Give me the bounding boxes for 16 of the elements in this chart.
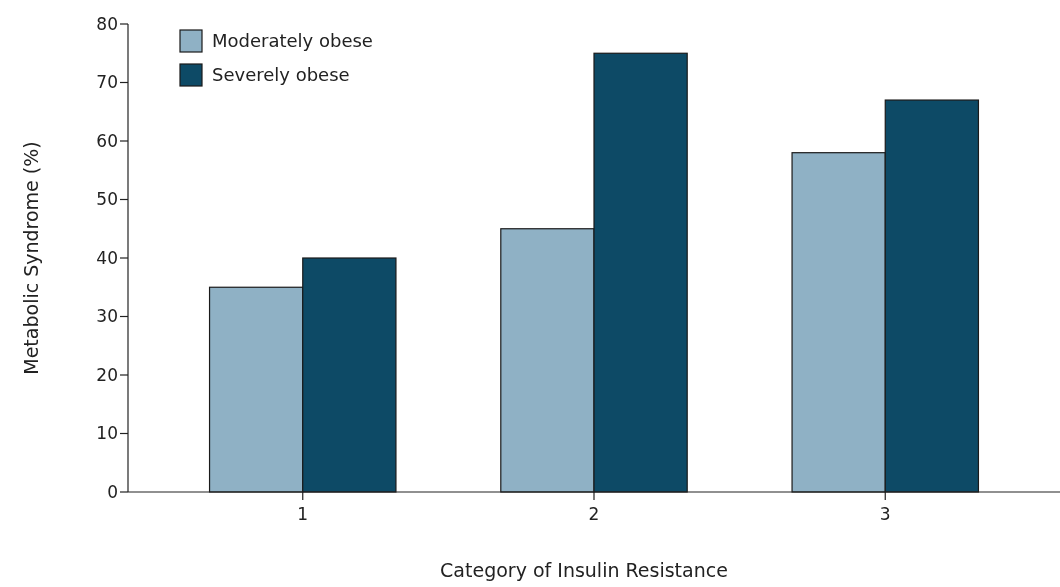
x-tick-label: 3 (879, 504, 891, 524)
y-tick-label: 10 (96, 423, 118, 444)
y-tick-label: 40 (96, 247, 118, 268)
y-axis-title: Metabolic Syndrome (%) (20, 141, 42, 375)
y-tick-label: 50 (96, 189, 118, 210)
y-tick-label: 20 (96, 364, 118, 385)
legend-label: Moderately obese (212, 30, 373, 52)
y-tick-label: 30 (96, 306, 118, 327)
x-tick-label: 2 (588, 504, 600, 524)
x-tick-label: 1 (297, 504, 309, 524)
y-tick-label: 80 (96, 13, 118, 34)
y-tick-label: 60 (96, 130, 118, 151)
y-tick-label: 0 (107, 481, 118, 502)
y-tick-label: 70 (96, 72, 118, 93)
legend-label: Severely obese (212, 64, 350, 86)
x-axis-title: Category of Insulin Resistance (440, 559, 728, 581)
